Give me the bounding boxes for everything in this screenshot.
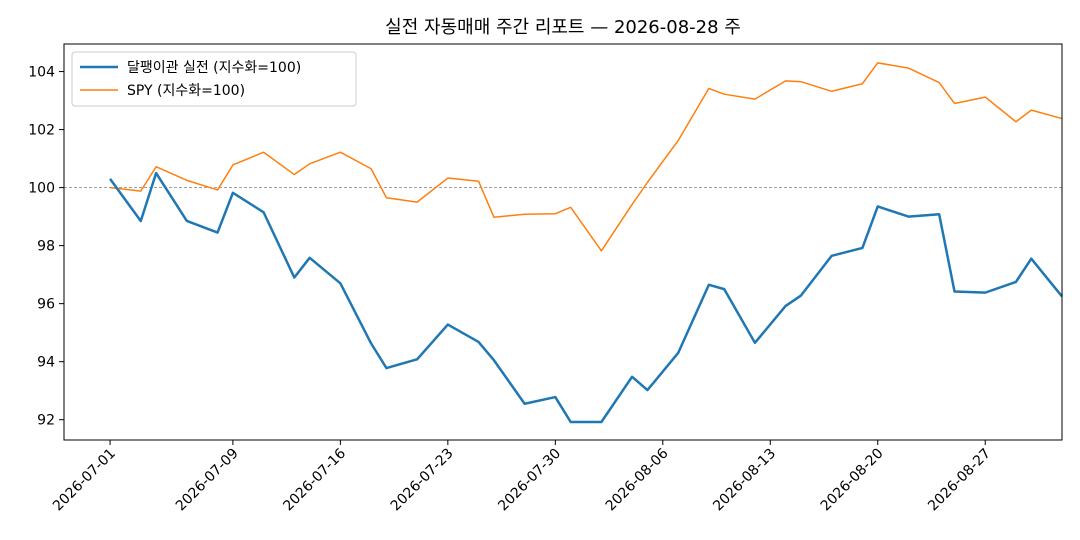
x-tick-label: 2026-08-20: [818, 446, 887, 515]
legend-label-series-2: SPY (지수화=100): [127, 83, 245, 99]
x-tick-label: 2026-07-01: [50, 446, 119, 515]
x-tick-label: 2026-07-23: [388, 446, 457, 515]
y-tick-label: 104: [28, 65, 55, 81]
series-line-1: [109, 171, 1063, 424]
series-line-2: [109, 62, 1063, 252]
chart-title: 실전 자동매매 주간 리포트 — 2026-08-28 주: [385, 17, 741, 38]
y-axis: 92 94 96 98 100 102 104: [28, 65, 64, 429]
x-tick-label: 2026-07-16: [280, 445, 349, 514]
x-tick-label: 2026-07-09: [173, 446, 242, 515]
x-tick-label: 2026-08-27: [925, 446, 994, 515]
y-tick-label: 102: [28, 123, 55, 139]
x-tick-label: 2026-08-13: [710, 446, 779, 515]
y-tick-label: 94: [37, 355, 55, 371]
x-axis: 2026-07-01 2026-07-09 2026-07-16 2026-07-23…: [50, 440, 994, 514]
y-tick-label: 96: [37, 297, 55, 313]
y-tick-label: 100: [28, 181, 55, 197]
legend-box: [71, 51, 357, 107]
y-tick-label: 92: [37, 413, 55, 429]
legend-label-series-1: 달팽이관 실전 (지수화=100): [127, 60, 301, 76]
y-tick-label: 98: [37, 239, 55, 255]
x-tick-label: 2026-07-30: [495, 446, 564, 515]
plot-area: [64, 62, 1063, 424]
x-tick-label: 2026-08-06: [603, 445, 672, 514]
plot-frame: [63, 43, 1063, 441]
legend: 달팽이관 실전 (지수화=100) SPY (지수화=100): [71, 51, 357, 107]
